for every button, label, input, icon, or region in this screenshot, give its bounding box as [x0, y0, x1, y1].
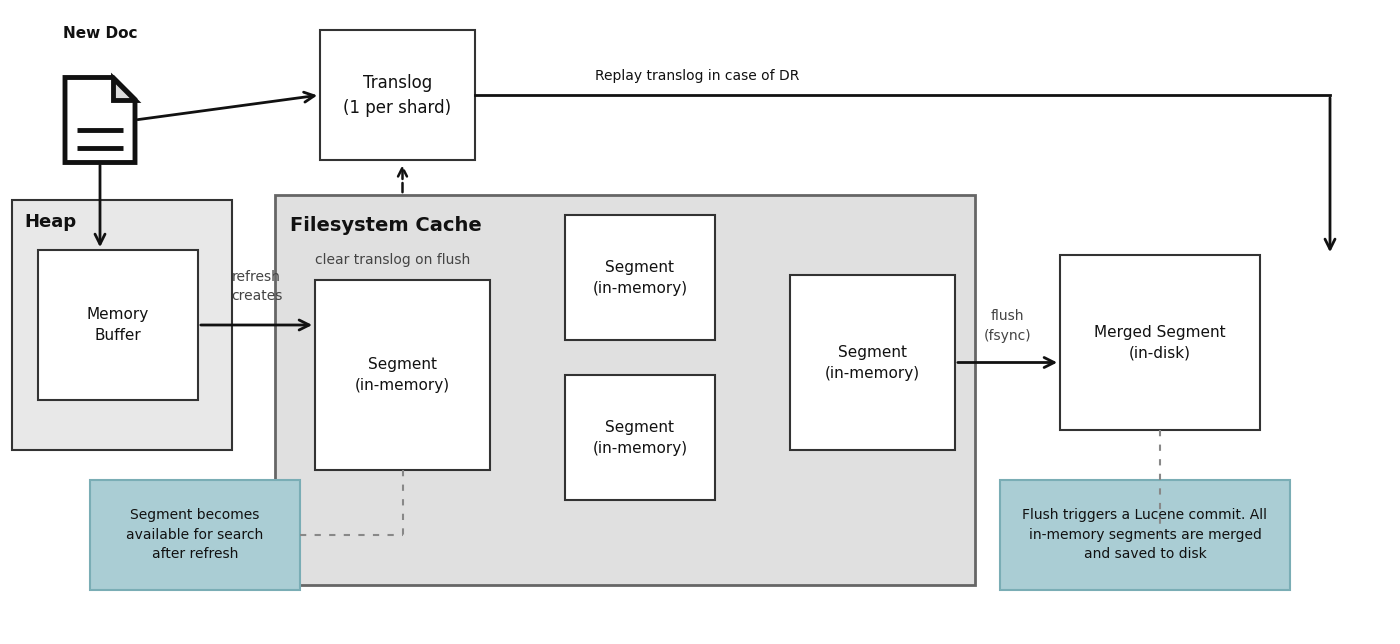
Text: clear translog on flush: clear translog on flush	[315, 253, 470, 267]
Bar	[274, 195, 974, 585]
Polygon shape	[113, 77, 134, 100]
Text: Segment
(in-memory): Segment (in-memory)	[356, 357, 449, 393]
Text: Segment
(in-memory): Segment (in-memory)	[825, 345, 920, 381]
Text: Translog
(1 per shard): Translog (1 per shard)	[343, 73, 452, 117]
Polygon shape	[64, 77, 134, 162]
Text: Replay translog in case of DR: Replay translog in case of DR	[595, 69, 799, 83]
Bar	[1060, 255, 1260, 430]
Bar	[566, 215, 715, 340]
Text: Merged Segment
(in-disk): Merged Segment (in-disk)	[1095, 325, 1226, 361]
Text: Heap: Heap	[24, 213, 76, 231]
Bar	[315, 280, 490, 470]
Bar	[13, 200, 232, 450]
Text: flush
(fsync): flush (fsync)	[984, 309, 1032, 343]
Bar	[566, 375, 715, 500]
Text: New Doc: New Doc	[63, 26, 137, 41]
Bar	[321, 30, 475, 160]
Text: refresh
creates: refresh creates	[231, 269, 283, 303]
Text: Segment becomes
available for search
after refresh: Segment becomes available for search aft…	[126, 509, 263, 562]
Text: Memory
Buffer: Memory Buffer	[87, 307, 150, 343]
Text: Segment
(in-memory): Segment (in-memory)	[592, 419, 687, 455]
Bar	[38, 250, 197, 400]
Text: Segment
(in-memory): Segment (in-memory)	[592, 260, 687, 296]
Text: Flush triggers a Lucene commit. All
in-memory segments are merged
and saved to d: Flush triggers a Lucene commit. All in-m…	[1022, 509, 1267, 562]
Bar	[790, 275, 955, 450]
Bar	[1000, 480, 1289, 590]
Bar	[90, 480, 300, 590]
Text: Filesystem Cache: Filesystem Cache	[290, 216, 482, 234]
